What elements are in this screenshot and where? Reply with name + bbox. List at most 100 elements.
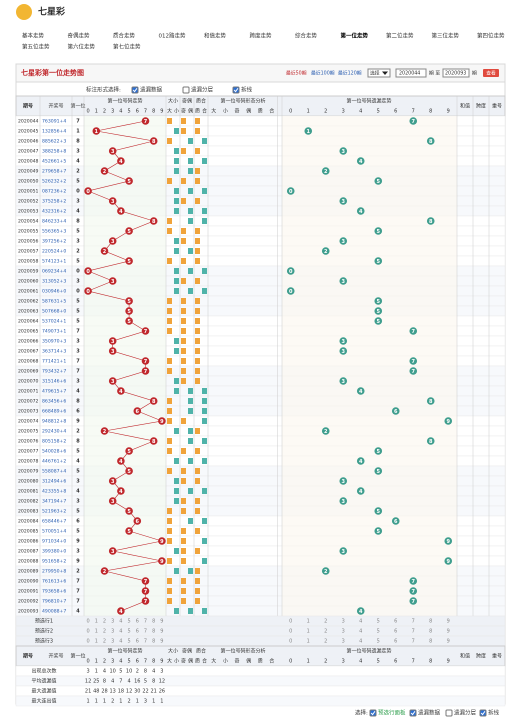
nav-tab[interactable]: 012路走势 [159,32,186,40]
stats-value: 1 [95,669,98,675]
stats-value: 16 [134,679,140,685]
footer-checkbox[interactable] [479,709,487,717]
option-checkbox[interactable] [232,86,240,94]
oddeven-mark [188,488,193,494]
first-cell: 9 [76,419,80,425]
miss-ball [374,307,383,315]
nav-tab[interactable]: 基本走势 [22,32,45,40]
nav-tab[interactable]: 第二位走势 [386,32,414,40]
th-digit: 9 [160,659,163,665]
code-cell: 490088+7 [42,609,66,615]
to-input[interactable] [442,68,470,78]
nav-tab[interactable]: 第六位走势 [68,43,96,51]
bigsmall-mark [174,278,179,284]
miss-ball-text: 3 [342,349,346,355]
period-label: 期 [472,71,477,77]
period-cell: 2020077 [18,449,39,455]
first-cell: 5 [76,179,80,185]
primecomp-mark [195,168,200,174]
primecomp-mark [195,258,200,264]
th-digit: 7 [144,109,147,115]
code-cell: 570051+4 [42,529,66,535]
oddeven-mark [181,318,186,324]
code-cell: 423355+8 [42,489,66,495]
nav-tab[interactable]: 第三位走势 [432,32,460,40]
miss-ball-text: 3 [342,149,346,155]
draw-ball-text: 7 [144,579,148,585]
select-box[interactable] [367,68,391,78]
oddeven-mark [181,448,186,454]
primecomp-mark [202,158,207,164]
draw-ball-text: 3 [111,339,115,345]
footer-checkbox[interactable] [409,709,417,717]
preselect-digit: 6 [394,619,397,625]
miss-ball-text: 7 [412,369,416,375]
panel-title: 七星彩第一位走势图 [21,68,84,77]
th-form-col: 小 [223,108,228,115]
draw-ball-text: 9 [160,539,164,545]
period-cell: 2020074 [18,419,39,425]
first-cell: 4 [76,489,80,495]
nav-tab[interactable]: 第七位走势 [113,43,141,51]
period-cell: 2020058 [18,259,39,265]
range-link[interactable]: 最近50期 [286,70,307,77]
first-cell: 7 [76,369,80,375]
bigsmall-mark [174,208,179,214]
th-oddeven: 奇偶 [182,648,192,655]
draw-ball-text: 0 [86,189,90,195]
miss-ball-text: 5 [377,509,381,515]
option-checkbox-mark [132,88,138,93]
nav-tab[interactable]: 质合走势 [113,32,136,40]
oddeven-mark [181,228,186,234]
nav-tab[interactable]: 跨度走势 [250,32,273,40]
option-checkbox[interactable] [131,86,139,94]
bigsmall-mark [167,518,172,524]
miss-ball [339,377,348,385]
code-cell: 948812+8 [42,419,66,425]
preselect-digit: 7 [412,619,415,625]
footer-checkbox[interactable] [369,709,377,717]
nav-tab[interactable]: 第五位走势 [22,43,50,51]
draw-ball-text: 0 [86,269,90,275]
miss-ball [321,567,330,575]
nav-tab[interactable]: 奇偶走势 [68,32,91,40]
nav-tab[interactable]: 第四位走势 [477,32,505,40]
draw-ball [149,397,158,405]
preselect-digit: 9 [447,619,450,625]
oddeven-mark [181,298,186,304]
footer-checkbox[interactable] [445,709,453,717]
miss-ball [304,127,313,135]
miss-ball [409,577,418,585]
option-checkbox[interactable] [182,86,190,94]
from-input[interactable] [395,68,427,78]
miss-ball [374,177,383,185]
code-cell: 479615+7 [42,389,66,395]
draw-ball-text: 5 [127,259,131,265]
period-cell: 2020063 [18,309,39,315]
draw-ball [108,547,117,555]
code-cell: 885622+3 [42,139,66,145]
range-link[interactable]: 最近100期 [311,70,335,77]
code-cell: 793658+6 [42,589,66,595]
oddeven-mark [181,478,186,484]
period-cell: 2020088 [18,559,39,565]
nav-tab[interactable]: 和值走势 [204,32,227,40]
draw-ball-text: 7 [144,119,148,125]
preselect-digit: 8 [429,639,432,645]
miss-ball [374,447,383,455]
code-cell: 446761+2 [42,459,66,465]
view-button[interactable] [483,69,499,77]
oddeven-mark [181,358,186,364]
miss-ball-text: 4 [359,609,363,615]
th-digit: 3 [111,659,114,665]
nav-tab[interactable]: 综合走势 [295,32,318,40]
range-link[interactable]: 最近120期 [338,70,362,77]
primecomp-mark [195,318,200,324]
first-cell: 8 [76,219,80,225]
preselect-digit: 4 [359,619,362,625]
option-label: 遗漏数据 [140,86,163,94]
nav-tab[interactable]: 第一位走势 [341,32,369,40]
miss-ball-text: 5 [377,449,381,455]
stats-value: 22 [142,689,148,695]
